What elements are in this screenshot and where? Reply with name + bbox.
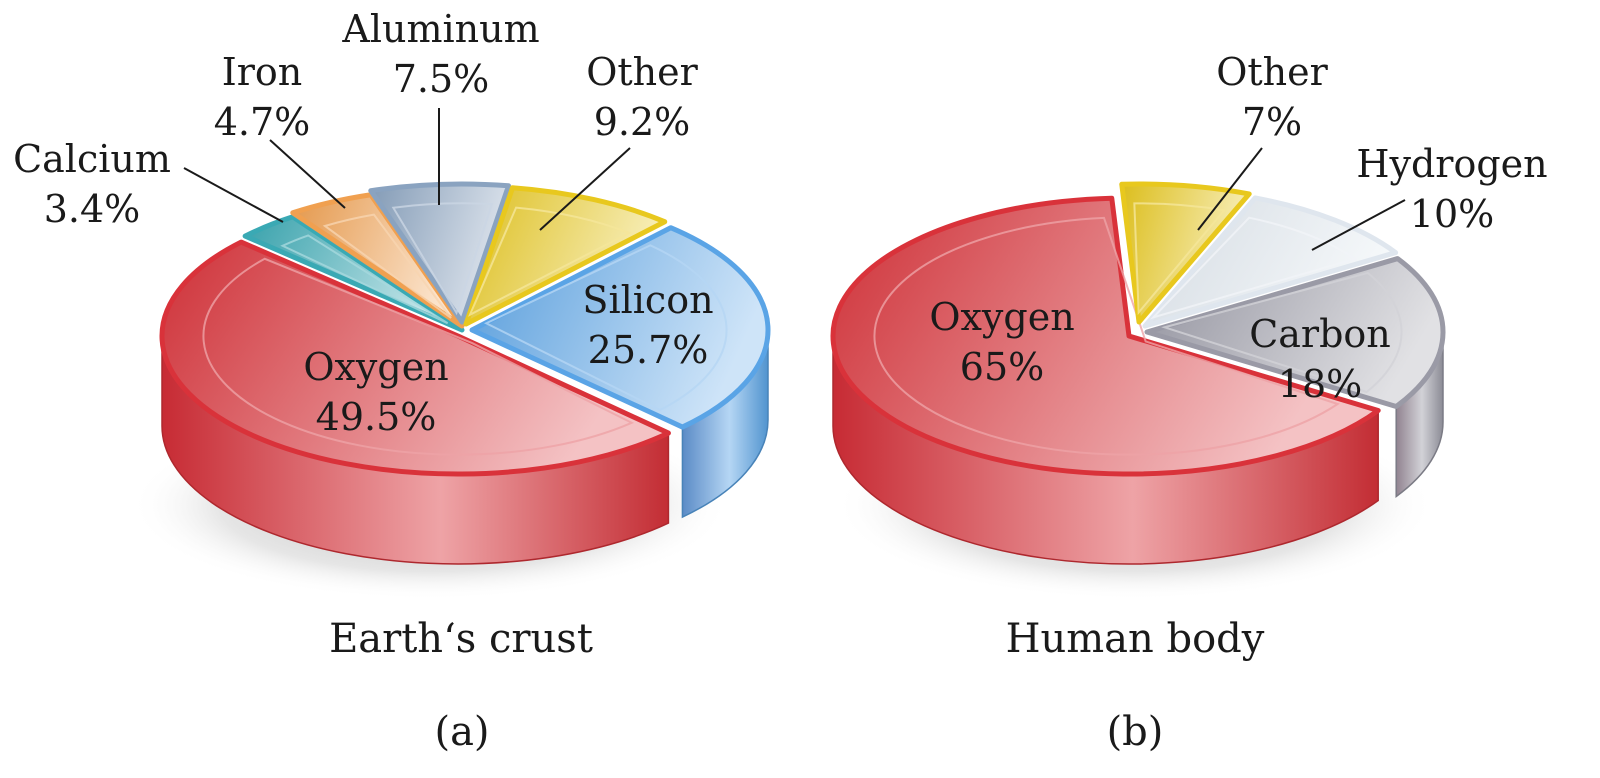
slice-label-iron-value: 4.7% xyxy=(214,100,311,144)
slice-label-other-value: 9.2% xyxy=(594,100,691,144)
slice-silicon xyxy=(469,225,771,430)
slice-label-carbon-name: Carbon xyxy=(1249,312,1391,356)
slice-bevel-aluminum xyxy=(391,202,494,316)
slice-label-oxygen-name: Oxygen xyxy=(303,345,448,389)
slice-label-hydrogen-name: Hydrogen xyxy=(1356,142,1547,186)
slice-bevel-calcium xyxy=(280,234,449,325)
slice-bevel-carbon xyxy=(1161,271,1403,394)
chart-caption-human-body: Human body xyxy=(1006,616,1265,662)
slice-carbon xyxy=(1144,256,1446,409)
slice-bevel-oxygen xyxy=(202,257,635,456)
slice-label-oxygen-name: Oxygen xyxy=(929,295,1074,339)
leader-line-hydrogen xyxy=(1311,199,1406,251)
leader-line-iron xyxy=(269,139,346,209)
pie-top-layer xyxy=(159,181,771,477)
slice-label-other-name: Other xyxy=(1216,50,1328,94)
slice-label-iron-name: Iron xyxy=(222,50,303,94)
slice-bevel-oxygen xyxy=(873,216,1340,456)
chart-caption-earth-crust: Earth‘s crust xyxy=(329,616,593,662)
slice-oxygen xyxy=(830,195,1381,477)
slice-label-other-value: 7% xyxy=(1242,100,1302,144)
slice-bevel-other xyxy=(467,206,632,317)
slice-bevel-hydrogen xyxy=(1150,216,1358,320)
leader-line-calcium xyxy=(183,167,284,223)
slice-label-calcium-value: 3.4% xyxy=(44,187,141,231)
slice-label-hydrogen-value: 10% xyxy=(1410,192,1494,236)
slice-bevel-silicon xyxy=(483,244,728,412)
slice-label-silicon-name: Silicon xyxy=(582,278,713,322)
slice-bevel-iron xyxy=(322,213,452,319)
panel-label-b: (b) xyxy=(1107,709,1164,755)
slice-oxygen xyxy=(159,239,671,477)
pie-top-layer xyxy=(830,181,1446,477)
slice-label-aluminum-name: Aluminum xyxy=(341,7,539,51)
panel-label-a: (a) xyxy=(434,709,489,755)
slice-hydrogen xyxy=(1142,195,1399,329)
slice-label-other-name: Other xyxy=(586,50,698,94)
slice-bevel-other xyxy=(1133,202,1227,316)
pie-labels: Other 7% Hydrogen 10% Carbon 18% Oxygen … xyxy=(929,50,1547,406)
slice-label-silicon-value: 25.7% xyxy=(588,328,709,372)
slice-calcium xyxy=(242,214,465,333)
slice-label-oxygen-value: 49.5% xyxy=(316,395,437,439)
earth-crust-pie-chart: Calcium 3.4% Iron 4.7% Aluminum 7.5% Oth… xyxy=(13,7,771,755)
slice-other xyxy=(463,185,668,327)
leader-line-other xyxy=(1197,147,1263,231)
slice-label-aluminum-value: 7.5% xyxy=(393,57,490,101)
human-body-pie-chart: Other 7% Hydrogen 10% Carbon 18% Oxygen … xyxy=(830,50,1548,755)
pie-labels: Calcium 3.4% Iron 4.7% Aluminum 7.5% Oth… xyxy=(13,7,713,439)
slice-label-oxygen-value: 65% xyxy=(960,345,1044,389)
leader-line-other xyxy=(539,147,631,231)
slice-label-calcium-name: Calcium xyxy=(13,137,171,181)
slice-label-carbon-value: 18% xyxy=(1278,362,1362,406)
